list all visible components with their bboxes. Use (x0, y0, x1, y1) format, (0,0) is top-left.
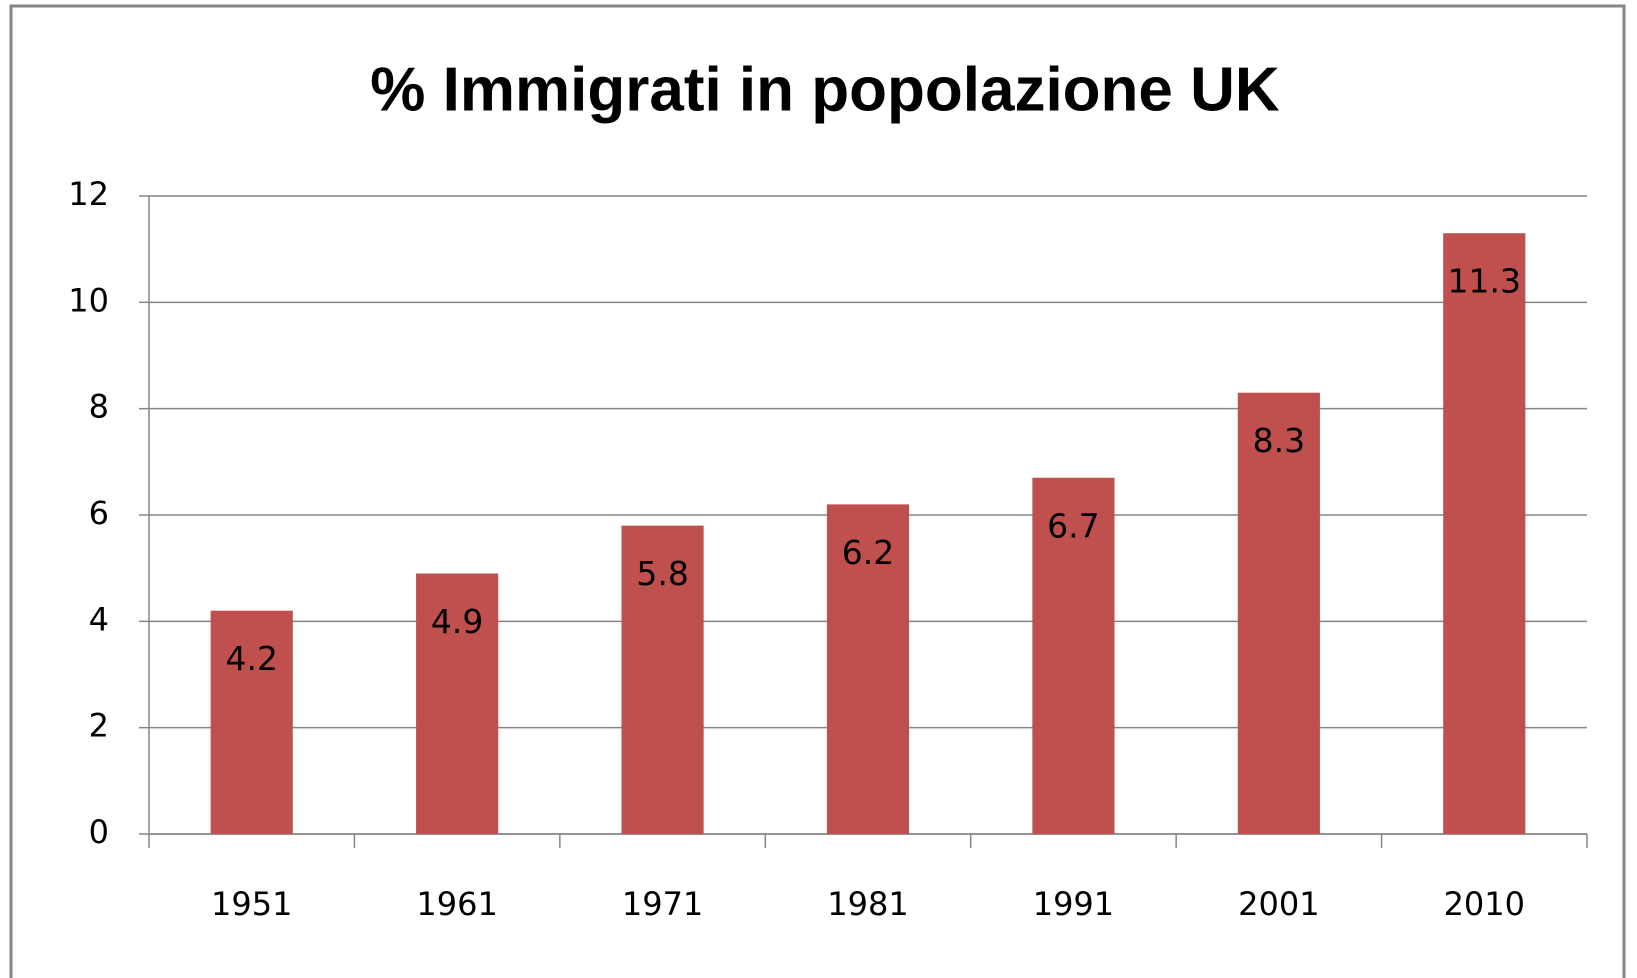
y-tick-label: 10 (68, 281, 109, 319)
x-tick-label: 2001 (1238, 885, 1319, 923)
y-tick-label: 4 (89, 600, 109, 638)
x-tick-label: 1961 (416, 885, 497, 923)
data-label: 6.2 (842, 533, 894, 572)
x-tick-label: 1981 (827, 885, 908, 923)
x-tick-label: 2010 (1444, 885, 1525, 923)
bar (210, 610, 293, 834)
data-label: 4.9 (431, 602, 483, 641)
y-tick-label: 0 (89, 813, 109, 851)
data-label: 8.3 (1253, 421, 1305, 460)
y-tick-label: 2 (89, 707, 109, 745)
data-label: 6.7 (1047, 506, 1099, 545)
bar (1237, 392, 1320, 834)
chart-title: % Immigrati in popolazione UK (370, 55, 1280, 124)
x-tick-label: 1951 (211, 885, 292, 923)
y-tick-label: 8 (89, 388, 109, 426)
bar (826, 504, 910, 834)
bar (621, 525, 704, 834)
bar (1032, 477, 1115, 834)
data-label: 11.3 (1448, 262, 1521, 301)
data-label: 4.2 (225, 639, 277, 678)
x-tick-label: 1971 (622, 885, 703, 923)
y-tick-label: 12 (68, 175, 109, 213)
y-tick-label: 6 (89, 494, 109, 532)
bar (416, 573, 499, 834)
bar (1443, 233, 1526, 834)
x-tick-label: 1991 (1033, 885, 1114, 923)
data-label: 5.8 (636, 554, 688, 593)
